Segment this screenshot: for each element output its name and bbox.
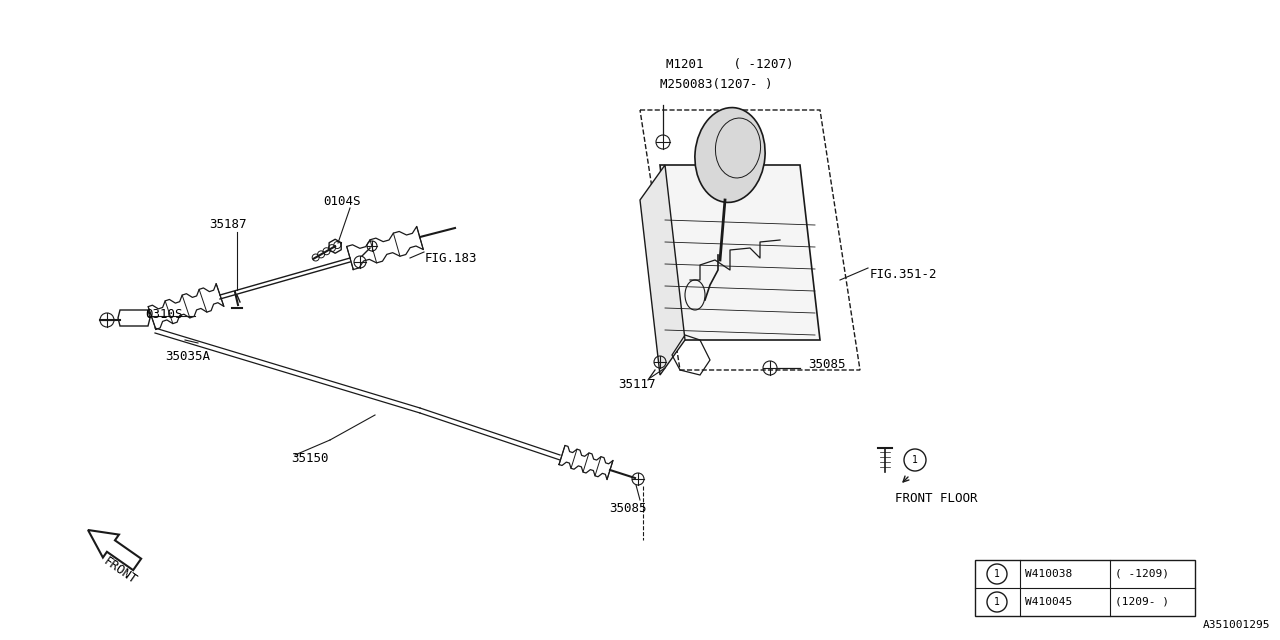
Text: ( -1209): ( -1209): [1115, 569, 1169, 579]
Text: FIG.183: FIG.183: [425, 252, 477, 265]
Text: A351001295: A351001295: [1202, 620, 1270, 630]
Text: 0310S: 0310S: [145, 308, 183, 321]
Text: FIG.351-2: FIG.351-2: [870, 268, 937, 281]
Text: 35035A: 35035A: [165, 350, 210, 363]
Polygon shape: [660, 165, 820, 340]
Text: W410038: W410038: [1025, 569, 1073, 579]
Text: 1: 1: [995, 569, 1000, 579]
Text: 35085: 35085: [609, 502, 646, 515]
Polygon shape: [640, 165, 685, 375]
Ellipse shape: [695, 108, 765, 202]
Text: M1201    ( -1207): M1201 ( -1207): [666, 58, 794, 71]
Text: FRONT FLOOR: FRONT FLOOR: [895, 492, 978, 505]
Text: FRONT: FRONT: [101, 555, 138, 587]
Text: 35150: 35150: [292, 452, 329, 465]
Text: 1: 1: [995, 597, 1000, 607]
Text: (1209- ): (1209- ): [1115, 597, 1169, 607]
Bar: [975, 560, 1196, 616]
Text: 35187: 35187: [209, 218, 247, 231]
Text: 0104S: 0104S: [324, 195, 361, 208]
Text: 35117: 35117: [618, 378, 655, 391]
Text: 1: 1: [913, 455, 918, 465]
Text: M250083(1207- ): M250083(1207- ): [660, 78, 773, 91]
Text: W410045: W410045: [1025, 597, 1073, 607]
Text: 35085: 35085: [808, 358, 846, 371]
